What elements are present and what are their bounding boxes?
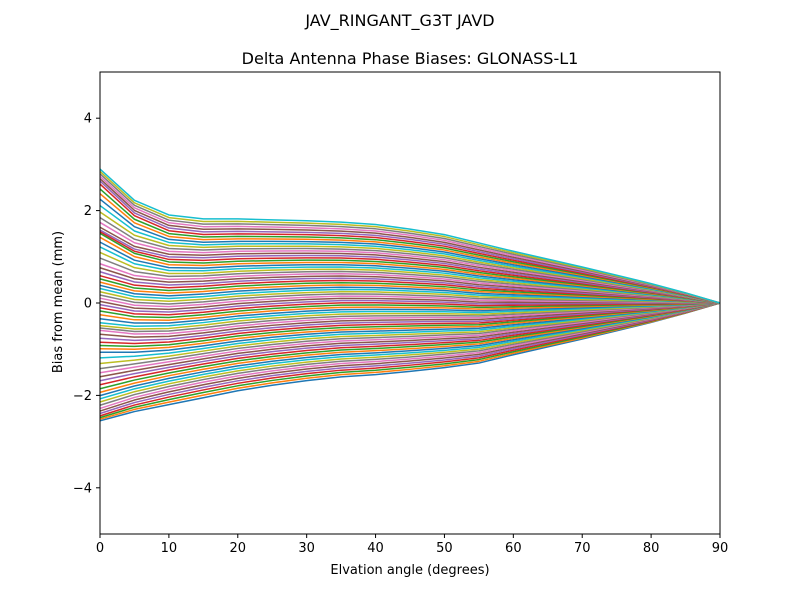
series-line xyxy=(99,168,721,304)
x-tick-label: 0 xyxy=(96,541,104,556)
figure-suptitle: JAV_RINGANT_G3T JAVD xyxy=(304,11,494,31)
series-line xyxy=(99,302,721,319)
x-tick-label: 60 xyxy=(505,541,522,556)
series-line xyxy=(99,302,721,420)
series-line xyxy=(99,178,721,304)
series-line xyxy=(99,241,721,304)
series-line xyxy=(99,302,721,328)
series-line xyxy=(99,188,721,304)
series-line xyxy=(99,231,721,304)
x-tick-label: 10 xyxy=(161,541,178,556)
series-line xyxy=(99,193,721,304)
series-line xyxy=(99,302,721,412)
series-line xyxy=(99,216,721,304)
series-line xyxy=(99,198,721,304)
series-line xyxy=(99,284,721,304)
series-line xyxy=(99,267,721,304)
series-line xyxy=(99,302,721,374)
series-line xyxy=(99,302,721,348)
series-line xyxy=(99,302,721,330)
series-line xyxy=(99,302,721,324)
series-line xyxy=(99,302,721,417)
y-tick-label: −2 xyxy=(73,389,92,404)
series-line xyxy=(99,302,721,333)
series-line xyxy=(99,226,721,304)
x-tick-label: 30 xyxy=(298,541,315,556)
x-tick-label: 70 xyxy=(574,541,591,556)
series-line xyxy=(99,302,721,359)
series-line xyxy=(99,281,721,304)
series-line xyxy=(99,246,721,304)
x-tick-label: 80 xyxy=(643,541,660,556)
series-line xyxy=(99,251,721,304)
series-line xyxy=(99,173,721,304)
series-line xyxy=(99,302,721,338)
series-line xyxy=(99,302,721,335)
x-tick-label: 50 xyxy=(436,541,453,556)
series-line xyxy=(99,257,721,304)
series-line xyxy=(99,302,721,370)
y-tick-label: 2 xyxy=(84,204,92,219)
series-line xyxy=(99,302,721,410)
series-line xyxy=(99,302,721,400)
series-line xyxy=(99,302,721,390)
series-line xyxy=(99,204,721,304)
series-line xyxy=(99,302,721,386)
y-tick-label: 4 xyxy=(84,112,92,127)
series-line xyxy=(99,221,721,304)
series-line xyxy=(99,302,721,406)
series-line xyxy=(99,211,721,304)
series-line xyxy=(99,302,721,403)
series-line xyxy=(99,302,721,397)
y-axis-label: Bias from mean (mm) xyxy=(51,231,66,373)
series-line xyxy=(99,295,721,308)
x-tick-label: 20 xyxy=(230,541,247,556)
series-line xyxy=(99,290,721,304)
series-line xyxy=(99,263,721,304)
series-line xyxy=(99,302,721,382)
series-line xyxy=(99,302,721,351)
x-tick-label: 40 xyxy=(367,541,384,556)
series-line xyxy=(99,293,721,305)
series-line xyxy=(99,271,721,304)
axes-group: 0 10 20 30 40 50 60 70 80 90 −4 −2 0 2 4 xyxy=(73,71,729,556)
series-line xyxy=(99,299,721,313)
y-tick-label: −4 xyxy=(73,481,92,496)
series-line xyxy=(99,302,721,316)
series-line xyxy=(99,302,721,365)
series-line xyxy=(99,232,721,304)
x-tick-label: 90 xyxy=(712,541,729,556)
series-line xyxy=(99,302,721,354)
series-line xyxy=(99,302,721,321)
series-line xyxy=(99,236,721,304)
series-line xyxy=(99,183,721,304)
series-line xyxy=(99,302,721,345)
series-line xyxy=(99,175,721,304)
series-line xyxy=(99,170,721,304)
series-line xyxy=(99,302,721,378)
chart-title: Delta Antenna Phase Biases: GLONASS-L1 xyxy=(242,49,579,68)
series-group xyxy=(99,168,721,422)
series-line xyxy=(99,302,721,415)
series-line xyxy=(99,302,721,422)
series-line xyxy=(99,302,721,419)
series-line xyxy=(99,297,721,311)
series-line xyxy=(99,274,721,304)
series-line xyxy=(99,302,721,394)
series-line xyxy=(99,287,721,304)
series-line xyxy=(99,229,721,304)
series-line xyxy=(99,180,721,304)
x-axis-label: Elvation angle (degrees) xyxy=(330,563,489,578)
y-tick-label: 0 xyxy=(84,297,92,312)
series-line xyxy=(99,302,721,342)
series-line xyxy=(99,278,721,304)
